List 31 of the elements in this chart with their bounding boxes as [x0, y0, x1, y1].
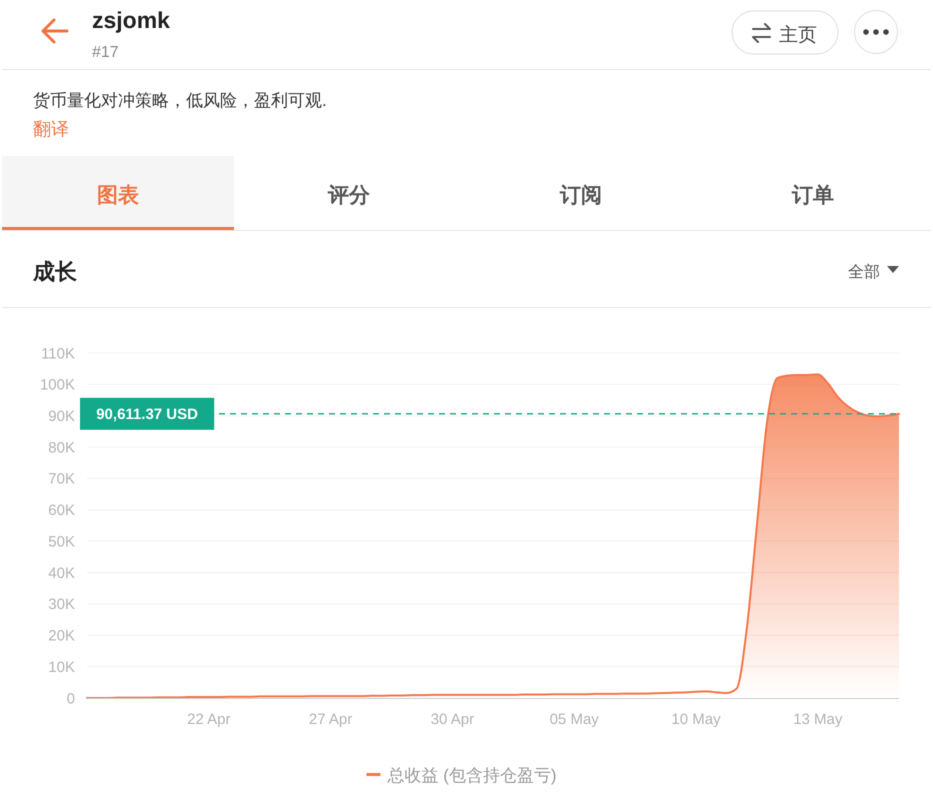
legend-label: 总收益 (包含持仓盈亏)	[386, 766, 557, 785]
chart-title: 成长	[32, 259, 78, 284]
y-tick-label: 50K	[48, 533, 75, 550]
y-tick-label: 60K	[48, 502, 75, 520]
y-tick-label: 30K	[48, 596, 75, 614]
text: 全部	[848, 263, 880, 281]
text: #17	[92, 44, 119, 61]
text: 订阅	[559, 184, 602, 207]
text: 订单	[791, 184, 834, 207]
y-tick-label: 90K	[48, 408, 75, 425]
x-tick-label: 05 May	[550, 711, 600, 728]
text: 翻译	[33, 119, 69, 139]
text: 图表	[97, 184, 139, 207]
text: zsjomk	[92, 7, 170, 33]
y-tick-label: 80K	[48, 439, 75, 456]
y-tick-label: 110K	[41, 345, 75, 362]
y-tick-label: 10K	[48, 658, 75, 676]
text: 主页	[779, 24, 817, 46]
y-tick-label: 40K	[48, 564, 75, 582]
y-tick-label: 70K	[48, 470, 75, 488]
text: 货币量化对冲策略，低风险，盈利可观.	[33, 91, 327, 110]
y-tick-label: 20K	[48, 628, 75, 645]
text: 评分	[327, 184, 371, 207]
x-tick-label: 30 Apr	[430, 711, 474, 728]
y-tick-label: 0	[66, 690, 75, 708]
y-tick-label: 100K	[40, 376, 75, 394]
x-tick-label: 13 May	[793, 711, 843, 728]
x-tick-label: 27 Apr	[308, 711, 352, 728]
x-tick-label: 10 May	[671, 711, 722, 728]
ref-line-label: 90,611.37 USD	[96, 406, 198, 424]
x-tick-label: 22 Apr	[187, 711, 230, 728]
